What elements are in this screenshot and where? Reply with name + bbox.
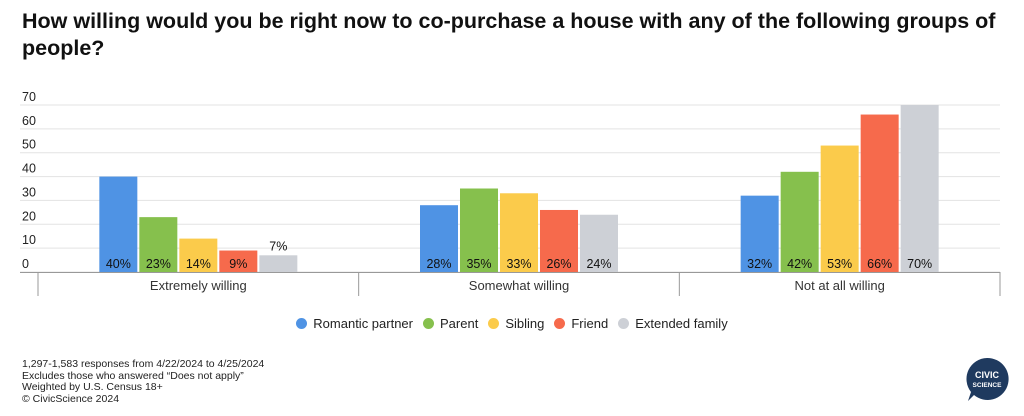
bar [900,105,939,272]
bar [820,145,859,272]
data-label: 66% [867,257,892,271]
y-tick-label: 10 [22,233,36,247]
bar [500,193,538,272]
bar [99,176,138,272]
data-label: 35% [466,257,491,271]
note-excludes: Excludes those who answered “Does not ap… [22,369,244,382]
legend-swatch [554,318,566,329]
logo-text-line2: SCIENCE [973,382,1003,389]
bar [219,250,258,272]
bar [740,195,779,272]
y-tick-label: 0 [22,257,29,271]
legend-label: Parent [440,316,479,331]
legend-swatch [488,318,500,329]
legend-label: Extended family [635,316,728,331]
y-tick-label: 20 [22,209,36,223]
legend-swatch [296,318,308,329]
bar [780,171,819,272]
y-tick-label: 60 [22,114,36,128]
note-responses: 1,297-1,583 responses from 4/22/2024 to … [22,358,265,370]
y-tick-label: 30 [22,185,36,199]
bar [540,209,578,272]
legend-item: Parent [423,316,478,331]
bar [860,114,899,273]
data-label: 53% [827,257,852,271]
legend-swatch [423,318,434,329]
legend: Romantic partner Parent Sibling Friend Exten… [0,316,1024,331]
chart-title: How willing would you be right now to co… [22,9,996,60]
y-tick-label: 40 [22,162,36,176]
note-copyright: © CivicScience 2024 [22,392,120,405]
bar-chart: 0 10 20 30 40 50 60 70 40% 23% 14% 9% 7% 28% 35% 33% 26… [20,90,1001,296]
logo-text-line1: CIVIC [975,370,1000,380]
x-axis: Extremely willing Somewhat willing Not at … [20,272,1001,296]
legend-label: Friend [571,316,609,331]
y-tick-label: 50 [22,138,36,152]
data-label: 70% [907,257,932,271]
legend-swatch [618,318,630,329]
data-label: 9% [229,257,247,271]
x-category-label: Somewhat willing [469,278,569,293]
bar [420,205,458,272]
data-label: 28% [426,257,451,271]
data-label: 32% [747,257,772,271]
legend-label: Sibling [505,316,545,331]
y-tick-label: 70 [22,90,36,104]
x-category-label: Extremely willing [150,278,247,293]
data-label: 40% [106,257,131,271]
legend-label: Romantic partner [313,316,413,331]
legend-item: Extended family [618,316,728,331]
legend-item: Romantic partner [296,316,413,331]
legend-item: Friend [554,316,608,331]
data-label: 23% [146,257,171,271]
bar [580,214,618,272]
legend-item: Sibling [488,316,544,331]
data-label: 26% [546,257,571,271]
bar [259,255,298,272]
footnotes: 1,297-1,583 responses from 4/22/2024 to … [22,358,265,405]
bar [460,188,498,272]
bar [139,217,178,272]
bars: 40% 23% 14% 9% 7% 28% 35% 33% 26% 24% 32% 42% 53% 66%… [99,105,939,273]
data-label: 14% [186,257,211,271]
civicscience-logo: CIVIC SCIENCE [966,357,1009,401]
x-category-label: Not at all willing [795,278,885,293]
data-label: 24% [586,257,611,271]
note-weighting: Weighted by U.S. Census 18+ [22,381,163,393]
bar [179,238,218,272]
data-label: 7% [269,239,287,253]
data-label: 33% [506,257,531,271]
data-label: 42% [787,257,812,271]
